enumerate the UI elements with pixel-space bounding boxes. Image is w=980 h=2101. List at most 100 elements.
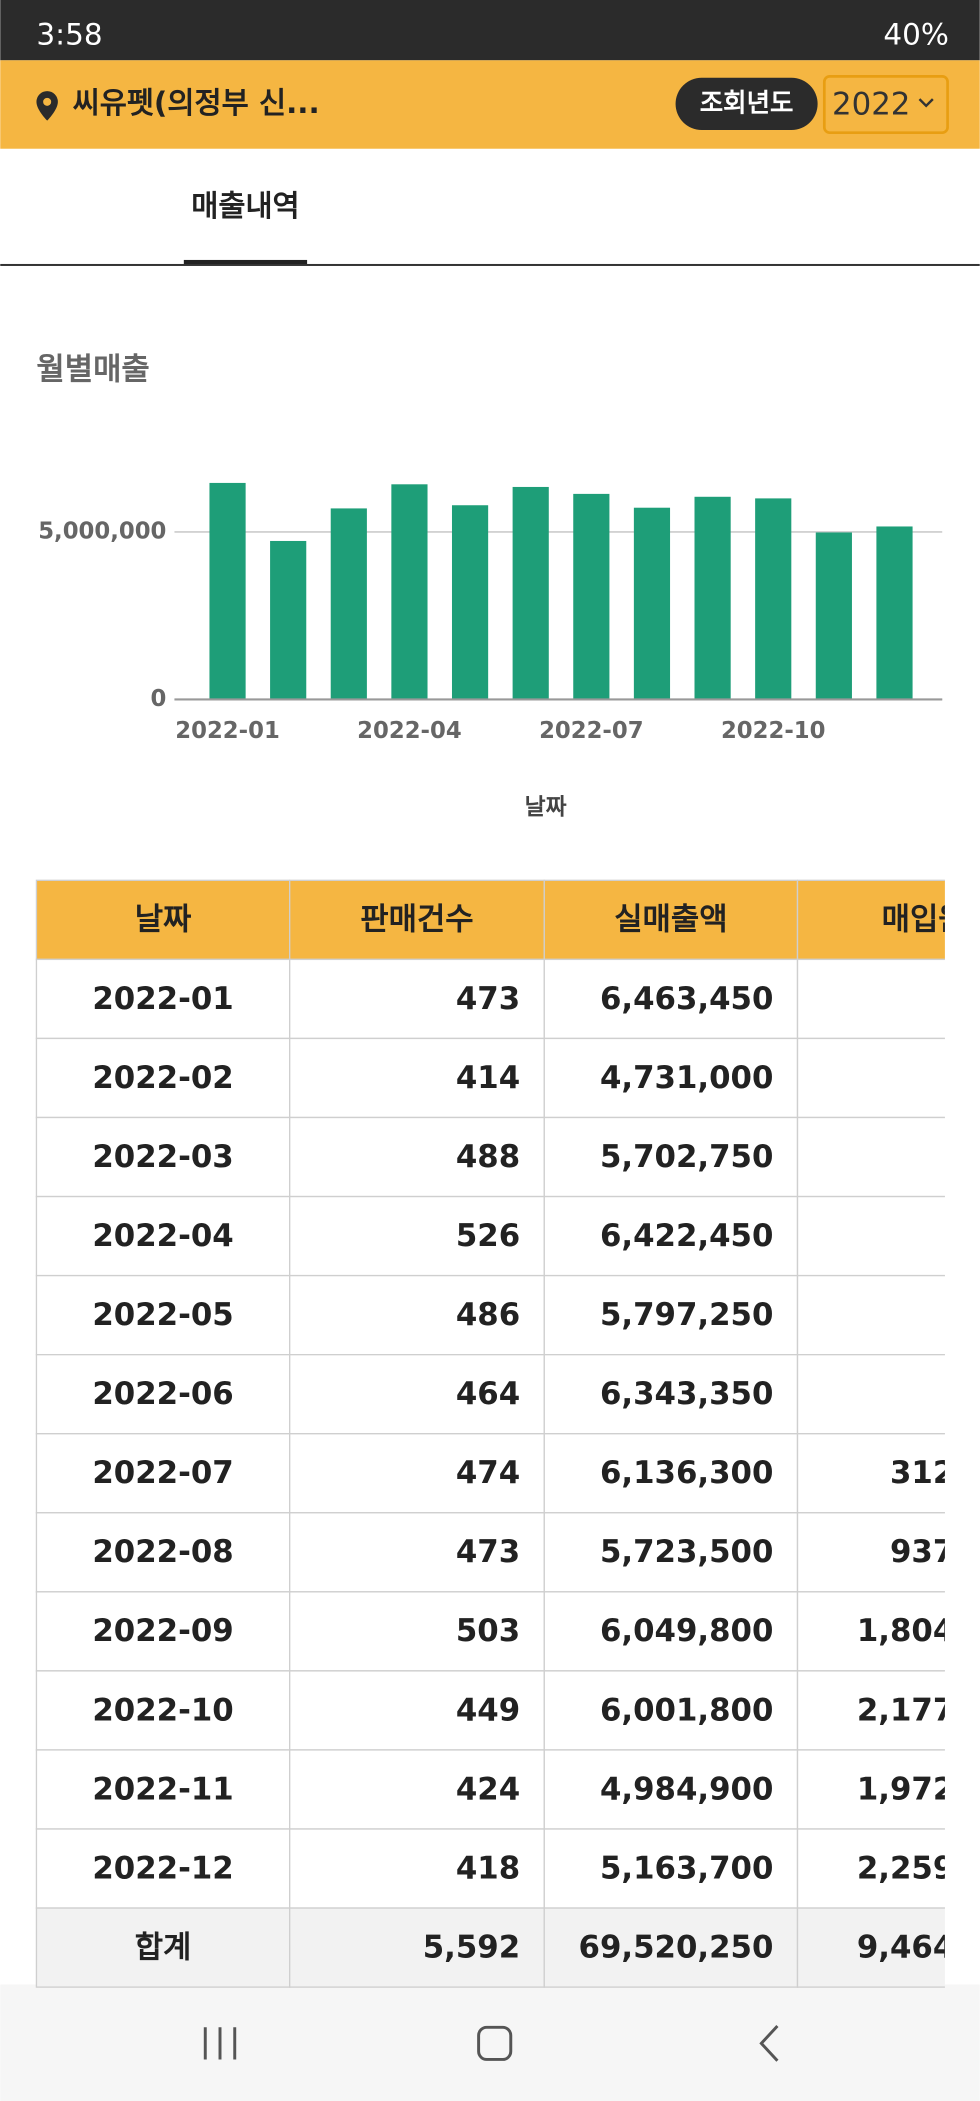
table-cell <box>543 1037 799 1119</box>
table-text: 2022-11 <box>92 1771 233 1807</box>
chart-title: 월별매출 <box>36 352 149 388</box>
table-text: 69,520,250 <box>579 1929 774 1965</box>
table-cell <box>796 1591 945 1672</box>
bar <box>573 493 610 700</box>
table-text: 414 <box>456 1060 520 1096</box>
table-cell <box>796 1433 945 1514</box>
table-text: 473 <box>456 981 520 1017</box>
table-cell <box>543 1195 799 1277</box>
nav-recent[interactable] <box>203 2027 237 2060</box>
table-text: 6,001,800 <box>600 1692 773 1728</box>
table-text: 9,464 <box>857 1929 954 1965</box>
table-text: 2022-05 <box>92 1297 233 1333</box>
table-text: 2022-06 <box>92 1376 233 1412</box>
status-battery: 40% <box>883 18 948 52</box>
table-cell <box>796 958 945 1040</box>
table-cell <box>796 1116 945 1198</box>
table-text: 937 <box>890 1534 954 1570</box>
table-cell <box>35 1274 291 1356</box>
table-cell <box>289 958 545 1040</box>
table-cell <box>289 1749 545 1830</box>
table-cell <box>35 1116 291 1198</box>
table-cell <box>289 1670 545 1751</box>
table-cell <box>35 1512 291 1593</box>
table-text: 449 <box>456 1692 520 1728</box>
table-text: 312 <box>890 1455 954 1491</box>
year-select[interactable] <box>822 75 949 134</box>
table-text: 473 <box>456 1534 520 1570</box>
x-axis-label: 날짜 <box>525 794 567 820</box>
table-text: 2,177 <box>857 1692 954 1728</box>
bar <box>755 498 792 700</box>
table-cell <box>543 1274 799 1356</box>
year-label: 조회년도 <box>700 89 794 119</box>
table-text: 2022-07 <box>92 1455 233 1491</box>
table-cell <box>35 879 291 961</box>
table-text: 2022-02 <box>92 1060 233 1096</box>
bar <box>270 540 307 700</box>
table-text: 4,731,000 <box>600 1060 773 1096</box>
table-text: 464 <box>456 1376 520 1412</box>
bar <box>633 507 671 700</box>
nav-icons <box>203 2024 779 2062</box>
table-cell <box>796 1037 945 1119</box>
column-header: 실매출액 <box>614 902 727 938</box>
table-cell <box>289 1512 545 1593</box>
table-text: 5,702,750 <box>600 1139 773 1175</box>
table-text: 6,136,300 <box>600 1455 773 1491</box>
nav-home[interactable] <box>477 2025 513 2061</box>
table-cell <box>289 879 545 961</box>
y-tick-label: 0 <box>151 686 167 712</box>
table-cell <box>289 1116 545 1198</box>
bar <box>209 482 246 700</box>
table-cell <box>543 879 799 961</box>
bar <box>451 505 489 700</box>
tab[interactable]: 매출내역 <box>191 189 299 223</box>
status-time: 3:58 <box>36 18 102 52</box>
table-cell <box>543 1512 799 1593</box>
table-text: 6,422,450 <box>600 1218 773 1254</box>
x-tick-label: 2022-07 <box>539 718 644 744</box>
table-cell <box>289 1274 545 1356</box>
table-text: 5,797,250 <box>600 1297 773 1333</box>
table-text: 424 <box>456 1771 520 1807</box>
table-cell <box>35 1195 291 1277</box>
bar <box>512 486 549 700</box>
table-cell <box>543 1353 799 1435</box>
table-cell <box>289 1907 545 1988</box>
table-text: 418 <box>456 1850 520 1886</box>
x-tick-label: 2022-10 <box>721 718 826 744</box>
nav-back[interactable] <box>759 2024 779 2062</box>
table-text: 2022-04 <box>92 1218 233 1254</box>
x-tick-label: 2022-04 <box>357 718 462 744</box>
nav-bar <box>0 1984 980 2101</box>
table-cell <box>35 958 291 1040</box>
table-text: 526 <box>456 1218 520 1254</box>
table-cell <box>796 879 945 961</box>
table-text: 488 <box>456 1139 520 1175</box>
table-cell <box>35 1037 291 1119</box>
table-text: 6,049,800 <box>600 1613 773 1649</box>
table-cell <box>796 1512 945 1593</box>
table-text: 5,592 <box>423 1929 520 1965</box>
table-cell <box>796 1274 945 1356</box>
column-header: 판매건수 <box>360 902 473 938</box>
table-text: 5,163,700 <box>600 1850 773 1886</box>
table-text: 5,723,500 <box>600 1534 773 1570</box>
table-cell <box>543 1828 799 1909</box>
table-text: 503 <box>456 1613 520 1649</box>
table-text: 4,984,900 <box>600 1771 773 1807</box>
y-tick-label: 5,000,000 <box>38 518 166 544</box>
table-text: 474 <box>456 1455 520 1491</box>
table-cell <box>35 1433 291 1514</box>
column-header: 날짜 <box>135 902 192 938</box>
store-name[interactable]: 씨유펫(의정부 신... <box>73 86 320 120</box>
table-text: 합계 <box>135 1929 192 1965</box>
table-text: 6,343,350 <box>600 1376 773 1412</box>
table-cell <box>796 1907 945 1988</box>
bar <box>694 496 731 700</box>
table-text: 2022-12 <box>92 1850 233 1886</box>
column-header: 매입원 <box>882 902 967 938</box>
